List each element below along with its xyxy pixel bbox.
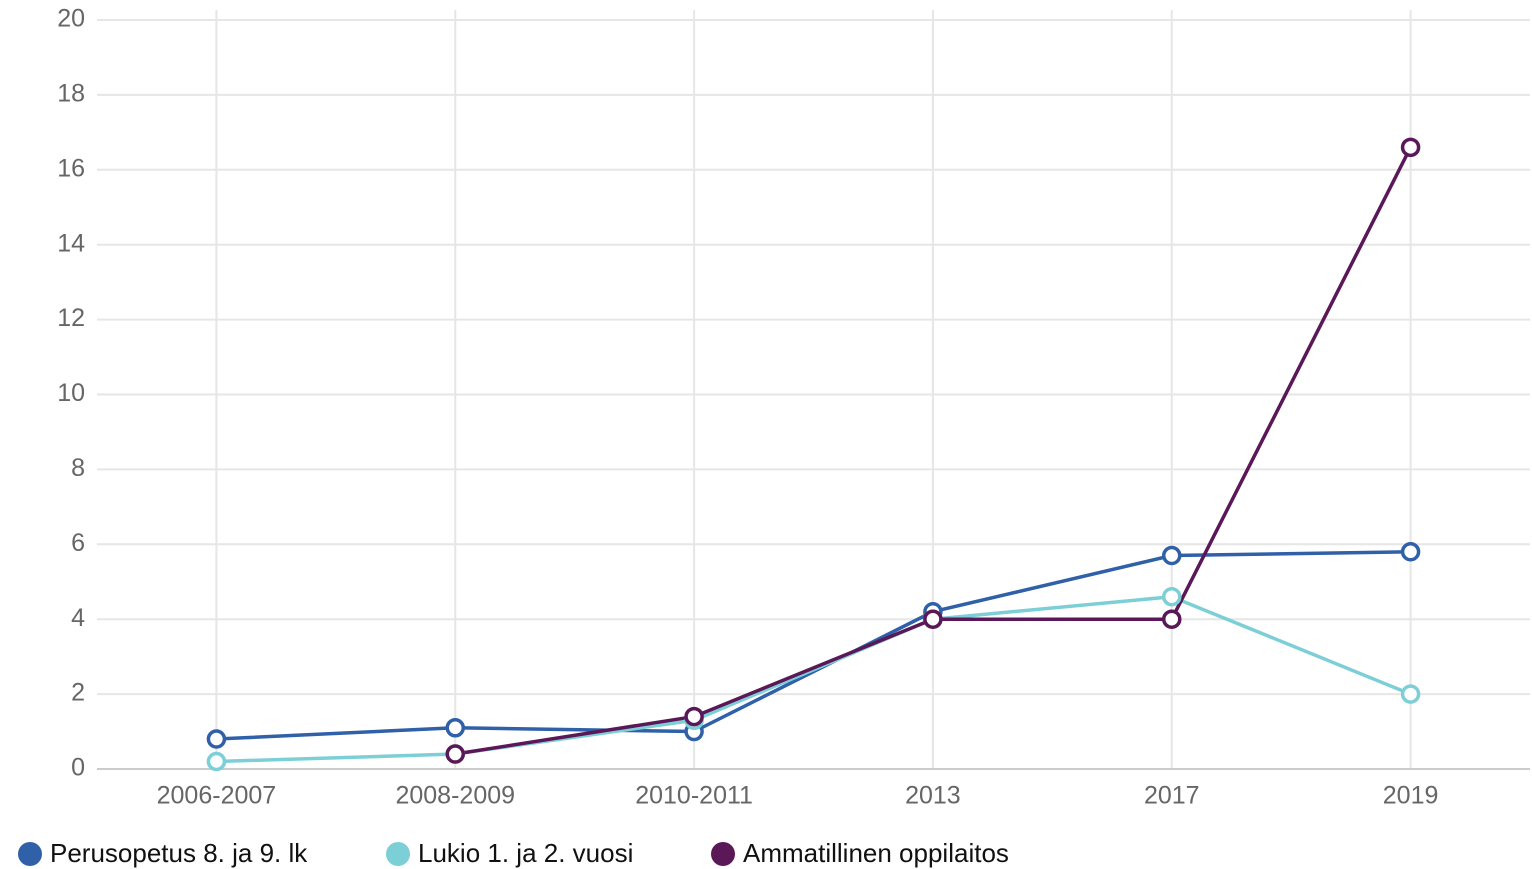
data-point [1162, 545, 1182, 566]
x-tick-label: 2017 [1144, 782, 1200, 810]
data-point [1162, 586, 1182, 607]
x-tick-label: 2008-2009 [395, 782, 515, 810]
data-point [206, 729, 227, 749]
y-tick-label: 6 [71, 529, 85, 557]
x-tick-label: 2019 [1383, 782, 1439, 810]
data-point [684, 706, 704, 727]
data-point [1400, 684, 1421, 704]
x-tick-label: 2006-2007 [157, 782, 277, 810]
data-point [923, 609, 943, 629]
y-tick-label: 8 [71, 454, 85, 482]
y-tick-label: 0 [71, 754, 85, 782]
y-tick-label: 10 [57, 379, 85, 407]
y-tick-label: 4 [71, 604, 85, 632]
y-tick-label: 14 [57, 229, 85, 257]
legend-swatch [18, 842, 42, 866]
y-tick-label: 18 [57, 80, 85, 108]
y-tick-label: 20 [57, 5, 85, 33]
legend-swatch [711, 842, 735, 866]
data-point [445, 718, 465, 738]
data-point [1162, 609, 1182, 629]
data-point [206, 751, 227, 772]
legend-label: Ammatillinen oppilaitos [743, 838, 1009, 868]
x-tick-label: 2010-2011 [635, 782, 753, 810]
legend-label: Perusopetus 8. ja 9. lk [50, 838, 308, 868]
series-line [216, 550, 1411, 741]
series-line [216, 594, 1412, 764]
legend-label: Lukio 1. ja 2. vuosi [418, 838, 633, 868]
data-point [1400, 542, 1421, 562]
legend-swatch [386, 842, 410, 866]
x-tick-label: 2013 [905, 782, 961, 810]
y-tick-label: 12 [57, 304, 85, 332]
data-point [1400, 137, 1421, 158]
y-tick-label: 16 [57, 154, 85, 182]
data-point [445, 744, 465, 764]
y-tick-label: 2 [71, 679, 85, 707]
